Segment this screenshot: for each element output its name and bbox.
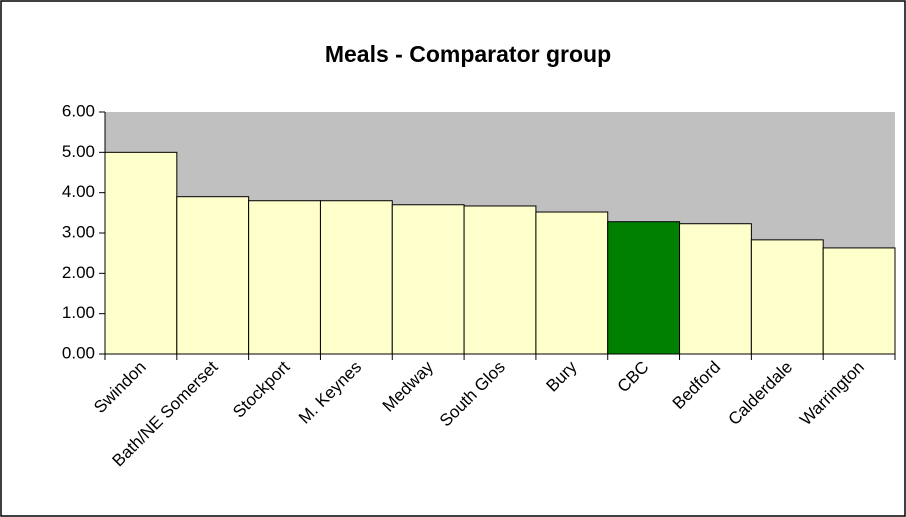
bar [391,204,465,355]
y-tick-label: 5.00 [62,142,95,161]
bar [679,223,752,355]
bar [104,151,178,355]
y-tick-label: 3.00 [62,222,95,241]
chart-title: Meals - Comparator group [325,41,611,67]
y-tick-label: 2.00 [62,263,95,282]
bar [248,200,321,355]
bar [535,211,609,355]
bar [607,221,681,355]
y-tick-label: 1.00 [62,303,95,322]
bar [176,196,250,355]
y-tick-label: 6.00 [62,101,95,120]
bar [319,200,393,355]
bar [822,247,896,355]
y-tick-label: 0.00 [62,343,95,362]
bar [463,205,537,355]
y-tick-label: 4.00 [62,182,95,201]
bar [750,239,824,355]
